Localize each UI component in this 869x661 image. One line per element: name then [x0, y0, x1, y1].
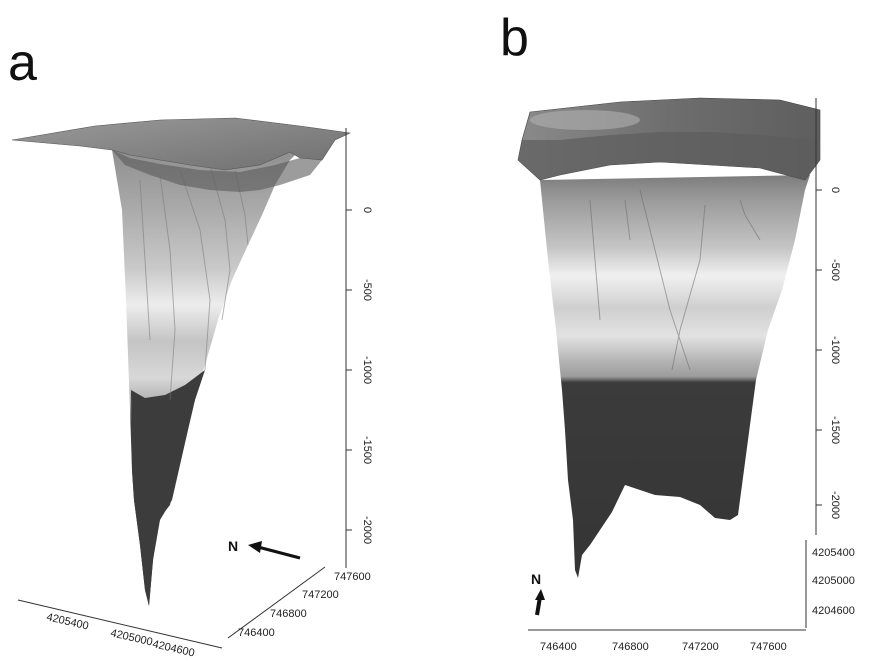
panel-b-z-tick-label: -2000 [829, 491, 841, 519]
panel-a-x-axis [17, 599, 223, 649]
panel-b-x-tick-label: 747200 [682, 641, 719, 653]
panel-a-z-tick-label: -500 [361, 279, 373, 301]
panel-b-z-ticks: 0 -500 -1000 -1500 -2000 [816, 187, 841, 519]
panel-a-z-ticks: 0 -500 -1000 -1500 -2000 [346, 207, 373, 544]
panel-b-z-tick-label: -1500 [829, 416, 841, 444]
panel-b-z-tick-label: -500 [829, 259, 841, 281]
panel-b-plateau-front [518, 132, 820, 180]
panel-a-north-label: N [228, 538, 238, 554]
panel-b-y-tick-label: 4204600 [812, 605, 855, 617]
panel-a-ridges [139, 164, 249, 401]
panel-a-z-tick-label: -2000 [361, 516, 373, 544]
panel-b-label: b [500, 9, 529, 67]
panel-a-y-axis [227, 566, 326, 639]
panel-b-streaks [589, 189, 761, 371]
panel-b-x-tick-label: 747600 [750, 641, 787, 653]
panel-b-x-ticks: 746400 746800 747200 747600 [540, 641, 787, 653]
panel-a-plateau [11, 117, 352, 171]
panel-a-z-tick-label: -1000 [361, 356, 373, 384]
panel-a-x-tick-label: 4204600 [151, 638, 195, 659]
panel-a-y-tick-label: 747200 [302, 589, 339, 601]
panel-a-x-ticks: 4205400 4205000 4204600 [45, 611, 195, 659]
panel-a-y-ticks: 747600 747200 746800 746400 [238, 571, 371, 639]
panel-a-y-tick-label: 747600 [334, 571, 371, 583]
panel-b-plateau-highlight [530, 110, 640, 130]
panel-a: a 0 -500 -1000 -1500 -2000 [8, 34, 373, 660]
panel-a-x-tick-label: 4205400 [45, 611, 89, 632]
panel-a-plateau-edge [112, 150, 322, 192]
panel-b: b 0 -500 -1000 -1500 -2000 [500, 9, 855, 653]
panel-a-y-tick-label: 746400 [238, 627, 275, 639]
panel-b-north-arrow: N [531, 571, 545, 616]
panel-b-x-tick-label: 746400 [540, 641, 577, 653]
panel-a-z-tick-label: -1500 [361, 436, 373, 464]
panel-b-y-tick-label: 4205400 [812, 547, 855, 559]
panel-b-y-ticks: 4205400 4205000 4204600 [812, 547, 855, 617]
panel-a-y-tick-label: 746800 [270, 608, 307, 620]
panel-b-y-tick-label: 4205000 [812, 575, 855, 587]
panel-b-z-tick-label: -1000 [829, 336, 841, 364]
panel-b-z-tick-label: 0 [829, 187, 841, 193]
panel-a-z-tick-label: 0 [361, 207, 373, 213]
panel-b-x-tick-label: 746800 [612, 641, 649, 653]
panel-a-label: a [8, 34, 37, 92]
panel-a-north-arrow: N [228, 538, 301, 560]
panel-a-surface-deep [131, 370, 205, 606]
panel-b-north-label: N [531, 571, 541, 587]
panel-b-surface-body [540, 175, 810, 578]
